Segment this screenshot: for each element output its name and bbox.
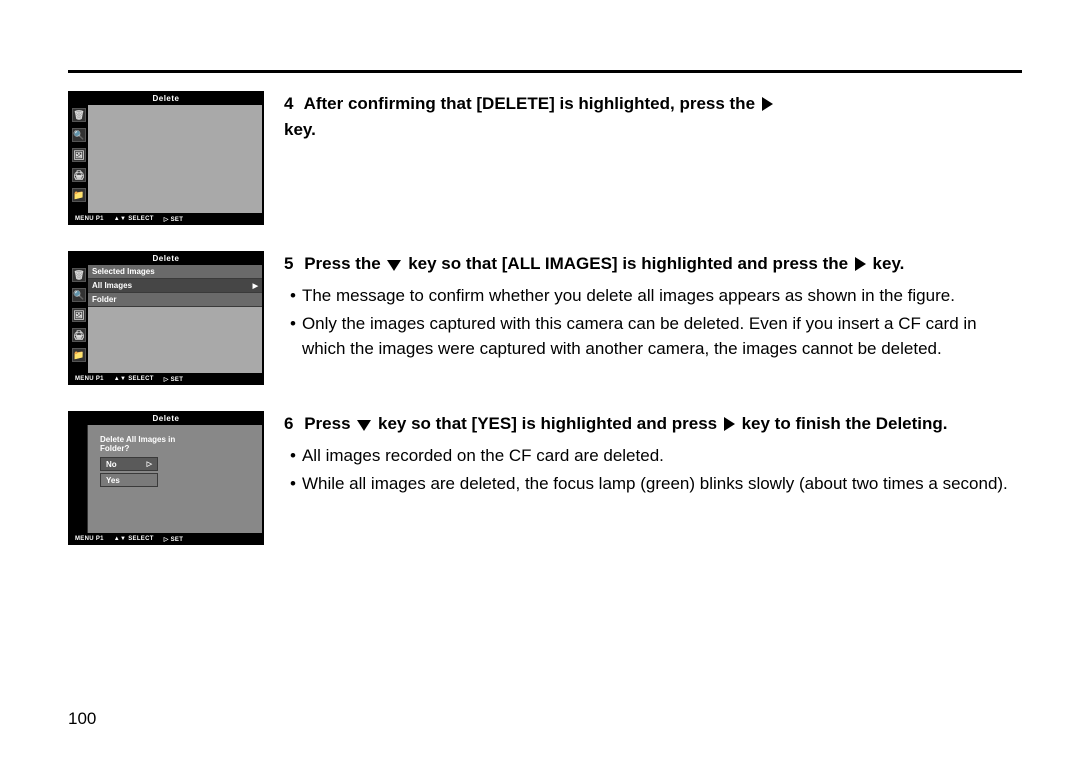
- step-4: Delete 🗑 🔍 🖼 🖨 📁 MENU P1 ▲▼ SELECT ▷ SET: [68, 91, 1022, 225]
- step-5: Delete 🗑 🔍 🖼 🖨 📁 Selected Images All Ima…: [68, 251, 1022, 385]
- footer-select: SELECT: [128, 376, 153, 382]
- bullet-list: •The message to confirm whether you dele…: [284, 283, 1022, 362]
- footer-menu: MENU P1: [75, 376, 104, 382]
- step-4-figure: Delete 🗑 🔍 🖼 🖨 📁 MENU P1 ▲▼ SELECT ▷ SET: [68, 91, 264, 225]
- step-heading-a: Press: [304, 414, 350, 433]
- menu-item-selected: All Images▶: [88, 279, 262, 293]
- cam-sidebar: 🗑 🔍 🖼 🖨 📁: [70, 265, 88, 373]
- bullet: While all images are deleted, the focus …: [302, 471, 1008, 497]
- cam-title: Delete: [70, 93, 262, 105]
- step-number: 6: [284, 411, 293, 437]
- bullet: All images recorded on the CF card are d…: [302, 443, 664, 469]
- step-5-text: 5 Press the key so that [ALL IMAGES] is …: [284, 251, 1022, 364]
- footer-menu: MENU P1: [75, 216, 104, 222]
- confirm-option-yes: Yes: [100, 473, 158, 487]
- magnify-icon: 🔍: [72, 288, 86, 302]
- menu-item: Folder: [88, 293, 262, 307]
- down-arrow-icon: [357, 420, 371, 431]
- confirm-option-no: No▷: [100, 457, 158, 471]
- confirm-dialog: Delete All Images in Folder? No▷ Yes: [100, 435, 206, 489]
- step-heading-b: key.: [284, 120, 316, 139]
- menu-item: Selected Images: [88, 265, 262, 279]
- trash-icon: 🗑: [72, 268, 86, 282]
- right-arrow-icon: [855, 257, 866, 271]
- manual-page: Delete 🗑 🔍 🖼 🖨 📁 MENU P1 ▲▼ SELECT ▷ SET: [0, 0, 1080, 601]
- step-6-text: 6 Press key so that [YES] is highlighted…: [284, 411, 1022, 498]
- page-number: 100: [68, 709, 96, 729]
- step-4-text: 4 After confirming that [DELETE] is high…: [284, 91, 1022, 150]
- slides-icon: 🖼: [72, 148, 86, 162]
- bullet: Only the images captured with this camer…: [302, 311, 1022, 362]
- cam-sidebar-hidden: [70, 425, 88, 533]
- step-number: 5: [284, 251, 293, 277]
- cam-main: [88, 105, 262, 213]
- step-heading-b: key so that [YES] is highlighted and pre…: [378, 414, 717, 433]
- step-6-figure: Delete Delete All Images in Folder? No▷ …: [68, 411, 264, 545]
- camera-screen: Delete 🗑 🔍 🖼 🖨 📁 Selected Images All Ima…: [68, 251, 264, 385]
- top-rule: [68, 70, 1022, 73]
- camera-screen: Delete 🗑 🔍 🖼 🖨 📁 MENU P1 ▲▼ SELECT ▷ SET: [68, 91, 264, 225]
- cam-title: Delete: [70, 253, 262, 265]
- cam-footer: MENU P1 ▲▼ SELECT ▷ SET: [70, 533, 262, 545]
- bullet: The message to confirm whether you delet…: [302, 283, 955, 309]
- step-heading-a: Press the: [304, 254, 381, 273]
- footer-set: SET: [171, 217, 184, 223]
- footer-set: SET: [171, 537, 184, 543]
- print-icon: 🖨: [72, 168, 86, 182]
- cam-footer: MENU P1 ▲▼ SELECT ▷ SET: [70, 213, 262, 225]
- trash-icon: 🗑: [72, 108, 86, 122]
- step-heading-c: key.: [873, 254, 905, 273]
- folder-icon: 📁: [72, 188, 86, 202]
- folder-icon: 📁: [72, 348, 86, 362]
- step-heading-c: key to finish the Deleting.: [742, 414, 948, 433]
- footer-select: SELECT: [128, 536, 153, 542]
- footer-set: SET: [171, 377, 184, 383]
- confirm-question: Delete All Images in Folder?: [100, 435, 206, 453]
- cam-title: Delete: [70, 413, 262, 425]
- menu-list: Selected Images All Images▶ Folder: [88, 265, 262, 307]
- right-arrow-icon: [762, 97, 773, 111]
- step-5-figure: Delete 🗑 🔍 🖼 🖨 📁 Selected Images All Ima…: [68, 251, 264, 385]
- camera-screen: Delete Delete All Images in Folder? No▷ …: [68, 411, 264, 545]
- down-arrow-icon: [387, 260, 401, 271]
- footer-select: SELECT: [128, 216, 153, 222]
- footer-menu: MENU P1: [75, 536, 104, 542]
- cam-sidebar: 🗑 🔍 🖼 🖨 📁: [70, 105, 88, 213]
- step-heading-b: key so that [ALL IMAGES] is highlighted …: [408, 254, 848, 273]
- slides-icon: 🖼: [72, 308, 86, 322]
- step-number: 4: [284, 91, 293, 117]
- cam-main: Selected Images All Images▶ Folder: [88, 265, 262, 373]
- step-heading-a: After confirming that [DELETE] is highli…: [304, 94, 755, 113]
- print-icon: 🖨: [72, 328, 86, 342]
- step-6: Delete Delete All Images in Folder? No▷ …: [68, 411, 1022, 545]
- bullet-list: •All images recorded on the CF card are …: [284, 443, 1022, 496]
- cam-footer: MENU P1 ▲▼ SELECT ▷ SET: [70, 373, 262, 385]
- cam-main: Delete All Images in Folder? No▷ Yes: [88, 425, 262, 533]
- right-arrow-icon: [724, 417, 735, 431]
- magnify-icon: 🔍: [72, 128, 86, 142]
